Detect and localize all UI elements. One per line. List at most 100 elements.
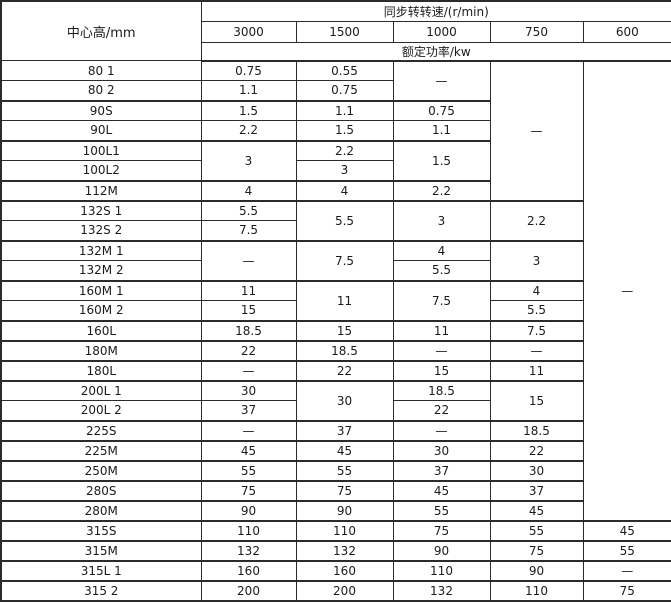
power-value-cell: 55 [392,499,491,521]
power-value-cell: 4 [295,179,394,201]
power-value-cell: 160 [295,559,394,581]
table-row: 80 1 0.75 0.55— — — [0,60,671,521]
table-row: 200L 1 30 30 18.5 15 [0,379,671,421]
row-label-frame-size: 225M [0,439,202,461]
power-value-cell: 55 [582,539,671,561]
table-row: 80 2 1.1 0.75 [0,80,671,101]
table-row: 225S —37—18.5 [0,419,671,441]
row-label-frame-size: 160M 2 [0,300,202,321]
table-row: 315L 1 160 160 110 90— [0,559,671,581]
row-label-frame-size: 200L 1 [0,379,202,401]
row-label-frame-size: 250M [0,459,202,481]
power-value-cell: 2.2 [295,139,394,161]
power-value-cell: 1.1 [200,80,297,101]
table-row: 180L —22 15 11 [0,359,671,381]
speed-column-header: 1500 [295,20,394,43]
power-value-cell: 2.2 [489,199,584,241]
power-value-cell: 0.75 [392,99,491,121]
row-label-frame-size: 80 2 [0,80,202,101]
power-value-cell: 22 [489,439,584,461]
power-value-cell: 3 [489,239,584,281]
power-value-cell: 90 [489,559,584,581]
power-value-cell: 1.1 [392,120,491,141]
power-value-cell: 3 [392,199,491,241]
power-value-cell: 22 [392,400,491,421]
row-label-frame-size: 180L [0,359,202,381]
header-row-speed-title: 中心高/mm 同步转转速/(r/min) [0,0,671,61]
power-value-cell: 2.2 [200,120,297,141]
table-row: 225M 45 45 30 22 [0,439,671,461]
power-value-cell: 5.5 [295,199,394,241]
power-value-cell: 3 [295,160,394,181]
power-value-cell: 0.75 [295,80,394,101]
power-value-cell: — [489,60,584,201]
power-value-cell: 90 [200,499,297,521]
power-value-cell: 5.5 [392,260,491,281]
power-value-cell: 30 [295,379,394,421]
power-value-cell: 55 [200,459,297,481]
power-value-cell: 18.5 [200,319,297,341]
table-row: 280M 90 90 55 45 [0,499,671,521]
table-row: 160M 1 11 11 7.5 4 [0,279,671,321]
power-value-cell: 45 [582,519,671,541]
power-value-cell: 18.5 [392,379,491,401]
table-row: 112M 4 4 2.2 [0,179,671,201]
center-height-header: 中心高/mm [0,0,202,61]
table-row: 315S 110 110 75 55 45 [0,519,671,541]
power-value-cell: 55 [489,519,584,541]
power-value-cell: 30 [392,439,491,461]
speed-column-header: 600 [582,20,671,43]
power-value-cell: 110 [392,559,491,581]
power-value-cell: 110 [295,519,394,541]
power-value-cell: 75 [295,479,394,501]
power-value-cell: 90 [392,539,491,561]
power-value-cell: 37 [200,400,297,421]
power-value-cell: 45 [489,499,584,521]
row-label-frame-size: 90S [0,99,202,121]
power-value-cell: 22 [295,359,394,381]
power-value-cell: 0.75 [200,60,297,81]
table-row: 200L 2 37 22 [0,400,671,421]
row-label-frame-size: 315L 1 [0,559,202,581]
row-label-frame-size: 315 2 [0,579,202,601]
row-label-frame-size: 100L2 [0,160,202,181]
power-value-cell: 200 [200,579,297,601]
table-row: 180M 22 18.5— — [0,339,671,361]
speed-column-header: 1000 [392,20,491,43]
table-row: 100L2 3 [0,160,671,181]
power-value-cell: 4 [489,279,584,301]
row-label-frame-size: 200L 2 [0,400,202,421]
power-value-cell: 110 [200,519,297,541]
power-value-cell: 22 [200,339,297,361]
power-value-cell: 75 [392,519,491,541]
power-value-cell: 30 [200,379,297,401]
speed-column-header: 3000 [200,20,297,43]
power-value-cell: 1.5 [392,139,491,181]
row-label-frame-size: 100L1 [0,139,202,161]
power-value-cell: 5.5 [489,300,584,321]
power-value-cell: 160 [200,559,297,581]
row-label-frame-size: 132S 2 [0,220,202,241]
speed-column-header: 750 [489,20,584,43]
row-label-frame-size: 112M [0,179,202,201]
table-row: 315M 132 132 90 75 55 [0,539,671,561]
power-value-cell: 3 [200,139,297,181]
power-value-cell: 5.5 [200,199,297,221]
row-label-frame-size: 132M 2 [0,260,202,281]
table-row: 280S 75 75 45 37 [0,479,671,501]
power-value-cell: 11 [489,359,584,381]
sync-speed-header: 同步转转速/(r/min) [200,0,671,22]
power-value-cell: 200 [295,579,394,601]
power-value-cell: 15 [489,379,584,421]
row-label-frame-size: 80 1 [0,60,202,81]
power-value-cell: 15 [295,319,394,341]
power-value-cell: 45 [295,439,394,461]
row-label-frame-size: 225S [0,419,202,441]
table-row: 160L 18.5 15 11 7.5 [0,319,671,341]
power-value-cell: — [582,60,671,521]
header-row-power-title: 额定功率/kw [1,41,671,62]
row-label-frame-size: 180M [0,339,202,361]
row-label-frame-size: 160M 1 [0,279,202,301]
power-value-cell: 7.5 [295,239,394,281]
